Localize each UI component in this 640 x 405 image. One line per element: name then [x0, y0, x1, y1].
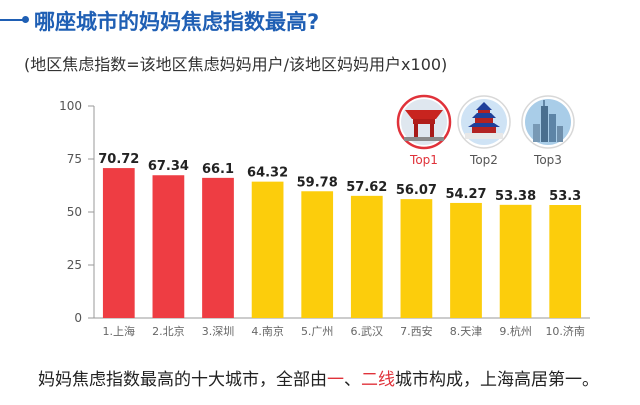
top1-pavilion-leg-right: [430, 124, 434, 137]
bar-9: [499, 204, 532, 318]
bar-value-label-9: 53.38: [495, 189, 536, 204]
top1-badge-label: Top1: [409, 153, 438, 167]
bar-chart: 0 25 50 75 100 70.72 1.上海 67.34 2.北京 66.1 3.深圳 64.3…: [59, 94, 590, 338]
caption-separator: 、: [344, 370, 361, 390]
chart-title: 哪座城市的妈妈焦虑指数最高?: [34, 10, 320, 34]
caption-highlight-tier1: 一: [327, 370, 344, 390]
x-category-label-9: 9.杭州: [499, 324, 532, 338]
bar-value-label-4: 64.32: [247, 166, 288, 181]
bar-value-label-5: 59.78: [297, 175, 338, 190]
top3-tower-right: [557, 126, 563, 142]
x-category-label-1: 1.上海: [103, 324, 136, 338]
bar-value-label-3: 66.1: [202, 162, 234, 177]
top3-tower-main: [541, 106, 548, 142]
top2-temple-tier2: [475, 118, 493, 123]
x-category-label-6: 6.武汉: [351, 325, 384, 338]
title-accent-dot: [22, 16, 29, 23]
bar-value-label-8: 54.27: [445, 187, 486, 202]
x-category-label-3: 3.深圳: [202, 325, 235, 338]
bar-value-label-10: 53.3: [549, 189, 581, 204]
title-accent-line: [0, 19, 24, 21]
top2-temple-terrace: [465, 133, 503, 139]
y-tick-label-0: 0: [74, 311, 82, 325]
top3-badge-label: Top3: [533, 153, 562, 167]
bar-5: [301, 191, 334, 318]
top3-tower-left: [533, 124, 540, 142]
bar-1: [102, 168, 135, 318]
bar-value-label-1: 70.72: [98, 152, 139, 167]
top2-badge-label: Top2: [469, 153, 498, 167]
bar-7: [400, 199, 433, 318]
y-tick-label-50: 50: [67, 205, 82, 219]
bar-4: [251, 181, 284, 318]
chart-subtitle: (地区焦虑指数=该地区焦虑妈妈用户/该地区妈妈用户x100): [24, 55, 448, 74]
caption-text-1: 妈妈焦虑指数最高的十大城市，全部由: [38, 370, 327, 390]
x-category-label-10: 10.济南: [545, 324, 585, 338]
top1-pavilion-body: [413, 119, 435, 124]
top2-temple-roof-top: [476, 102, 492, 110]
bar-10: [549, 205, 582, 318]
x-category-label-4: 4.南京: [251, 324, 284, 338]
x-category-label-8: 8.天津: [450, 325, 483, 338]
bar-2: [152, 175, 185, 318]
bar-value-label-7: 56.07: [396, 183, 437, 198]
top3-tower-second: [549, 114, 556, 142]
top2-temple-roof-mid: [472, 113, 496, 118]
chart-caption: 妈妈焦虑指数最高的十大城市，全部由一、二线城市构成，上海高居第一。: [38, 365, 599, 390]
top1-pavilion-roof: [405, 110, 443, 119]
top1-pavilion-leg-left: [414, 124, 418, 137]
top2-temple-tier1: [478, 110, 490, 114]
x-category-label-7: 7.西安: [400, 324, 433, 338]
caption-text-2: 城市构成，上海高居第一。: [395, 370, 599, 390]
top2-temple-roof-low: [468, 123, 500, 127]
top1-pavilion-base: [404, 137, 444, 141]
caption-highlight-tier2: 二线: [361, 370, 395, 390]
bar-value-label-2: 67.34: [148, 159, 189, 174]
bar-6: [350, 195, 383, 318]
top2-temple-tier3: [472, 127, 496, 133]
y-tick-label-25: 25: [67, 258, 82, 272]
bar-8: [450, 202, 482, 318]
bar-3: [202, 177, 234, 318]
y-tick-label-100: 100: [59, 99, 82, 113]
y-tick-label-75: 75: [67, 152, 82, 166]
x-category-label-5: 5.广州: [301, 325, 334, 338]
bar-value-label-6: 57.62: [346, 180, 387, 195]
x-category-label-2: 2.北京: [152, 324, 185, 338]
